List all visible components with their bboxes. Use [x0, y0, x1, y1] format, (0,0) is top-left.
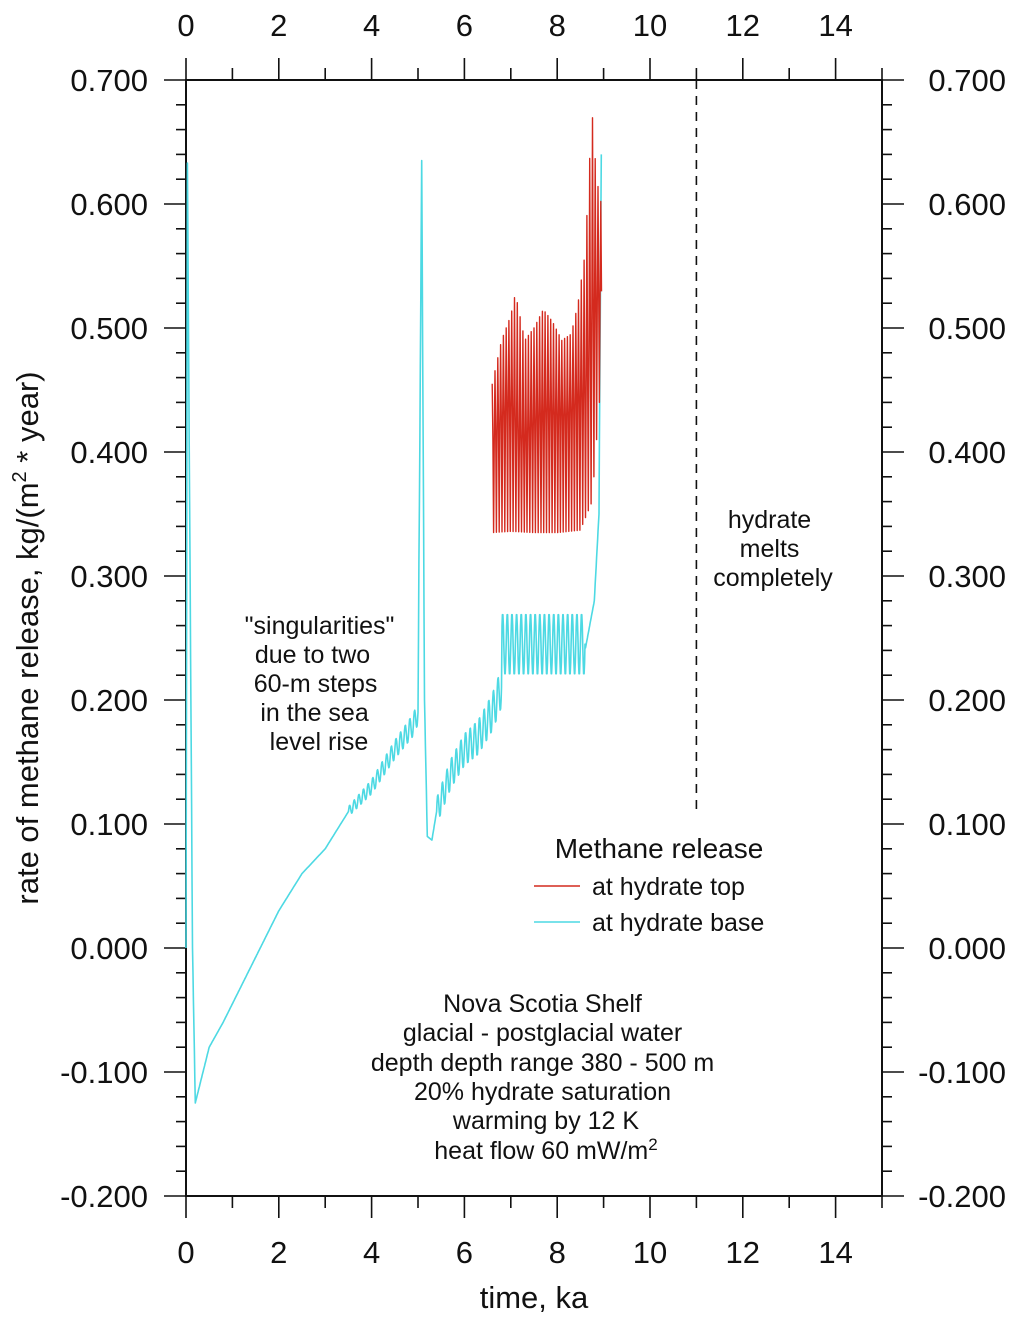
y-tick-label-right: 0.000: [928, 931, 1006, 966]
hydrate-melts-annotation: hydrate melts completely: [713, 506, 833, 592]
x-tick-label-top: 0: [177, 8, 194, 43]
x-tick-label-top: 12: [726, 8, 760, 43]
y-tick-label-right: -0.200: [918, 1179, 1006, 1214]
y-tick-label-right: 0.200: [928, 683, 1006, 718]
singularities-annotation: "singularities" due to two 60-m steps in…: [245, 612, 402, 756]
x-tick-label-bottom: 6: [456, 1235, 473, 1270]
model-info-annotation: Nova Scotia Shelf glacial - postglacial …: [371, 990, 721, 1135]
legend: Methane release at hydrate top at hydrat…: [534, 833, 764, 937]
series-line-hydrate-base: [185, 154, 603, 1104]
x-tick-label-top: 6: [456, 8, 473, 43]
y-tick-label-left: 0.300: [70, 559, 148, 594]
y-tick-label-right: 0.600: [928, 187, 1006, 222]
y-tick-label-left: 0.200: [70, 683, 148, 718]
x-tick-label-top: 10: [633, 8, 667, 43]
y-tick-label-left: 0.400: [70, 435, 148, 470]
x-tick-label-bottom: 10: [633, 1235, 667, 1270]
heat-flow-annotation: heat flow 60 mW/m2: [434, 1135, 657, 1165]
legend-title: Methane release: [555, 833, 764, 864]
y-tick-label-left: 0.100: [70, 807, 148, 842]
x-tick-label-bottom: 14: [818, 1235, 852, 1270]
y-tick-label-right: 0.100: [928, 807, 1006, 842]
axis-ticks: [164, 58, 904, 1218]
x-tick-label-top: 2: [270, 8, 287, 43]
axis-tick-labels: 0 0 2 2 4 4 6 6 8 8 10 10 12 12 14 14 -0.200 -0.200 -0.100…: [60, 8, 1006, 1270]
legend-label-hydrate-base: at hydrate base: [592, 909, 764, 937]
x-tick-label-top: 14: [818, 8, 852, 43]
y-tick-label-left: 0.600: [70, 187, 148, 222]
y-tick-label-left: 0.500: [70, 311, 148, 346]
x-tick-label-bottom: 12: [726, 1235, 760, 1270]
y-tick-label-right: -0.100: [918, 1055, 1006, 1090]
series-line-hydrate-top: [491, 117, 603, 534]
y-tick-label-right: 0.300: [928, 559, 1006, 594]
y-tick-label-right: 0.500: [928, 311, 1006, 346]
y-tick-label-right: 0.700: [928, 63, 1006, 98]
y-tick-label-left: 0.700: [70, 63, 148, 98]
y-tick-label-left: 0.000: [70, 931, 148, 966]
x-tick-label-top: 4: [363, 8, 380, 43]
y-tick-label-left: -0.100: [60, 1055, 148, 1090]
x-tick-label-bottom: 8: [549, 1235, 566, 1270]
x-tick-label-top: 8: [549, 8, 566, 43]
legend-label-hydrate-top: at hydrate top: [592, 873, 745, 901]
y-tick-label-left: -0.200: [60, 1179, 148, 1214]
x-tick-label-bottom: 2: [270, 1235, 287, 1270]
x-axis-title: time, ka: [480, 1280, 589, 1315]
y-tick-label-right: 0.400: [928, 435, 1006, 470]
x-tick-label-bottom: 4: [363, 1235, 380, 1270]
y-axis-title: rate of methane release, kg/(m2 * year): [9, 371, 45, 904]
x-tick-label-bottom: 0: [177, 1235, 194, 1270]
